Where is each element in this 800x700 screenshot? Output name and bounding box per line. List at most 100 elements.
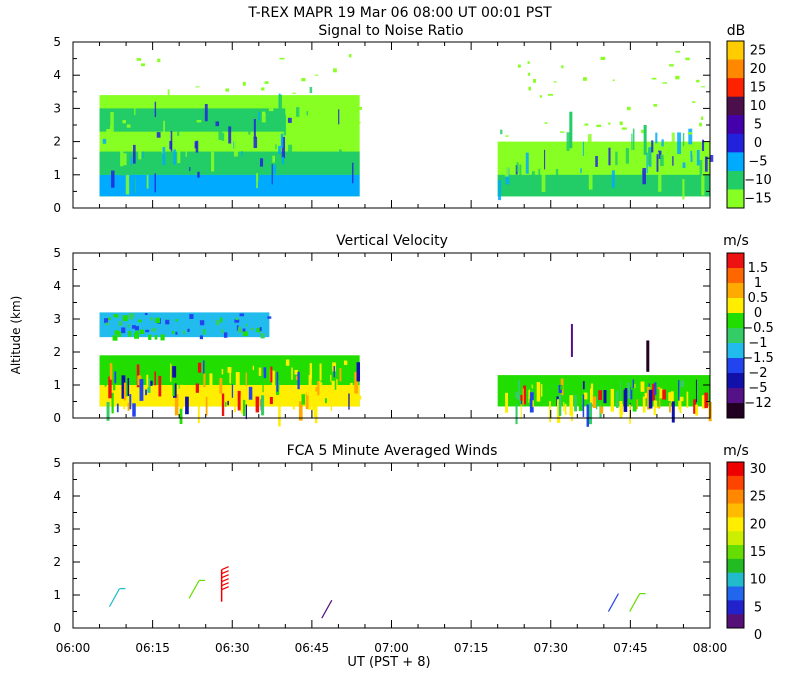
snr-texture-cell <box>671 132 675 142</box>
velocity-cell <box>108 376 112 399</box>
colorbar-frame <box>726 461 745 629</box>
colorbar-swatch <box>727 388 744 404</box>
velocity-cell <box>630 386 633 400</box>
velocity-upper-cell <box>235 317 239 321</box>
velocity-cell <box>179 402 183 425</box>
velocity-cell <box>248 386 253 400</box>
snr-texture-cell <box>241 150 243 157</box>
winds-colorbar: 30 25 20 15 10 5 0 <box>726 461 766 643</box>
velocity-upper-cell <box>128 330 132 337</box>
velocity-upper-cell <box>150 317 153 321</box>
snr-speckle <box>584 123 589 126</box>
snr-texture-cell <box>646 152 648 174</box>
wind-barb-staff <box>629 593 641 612</box>
velocity-cell <box>671 401 675 423</box>
wind-barb-flag <box>221 586 229 591</box>
snr-texture-cell <box>631 133 633 151</box>
snr-speckle <box>619 121 623 126</box>
colorbar-tick-label: 0.5 <box>748 291 769 306</box>
snr-speckle <box>261 87 265 91</box>
x-tick-label: 08:00 <box>693 641 728 655</box>
velocity-cell <box>231 384 234 398</box>
snr-speckle <box>692 101 696 103</box>
x-tick-label: 07:15 <box>454 641 489 655</box>
velocity-cell <box>158 375 162 397</box>
velocity-cell <box>632 388 637 412</box>
velocity-upper-cell <box>239 313 245 317</box>
snr-texture-cell <box>625 148 629 164</box>
velocity-cell <box>669 402 671 413</box>
velocity-cell <box>278 404 281 427</box>
velocity-cell <box>569 395 574 416</box>
snr-texture-cell <box>309 86 313 94</box>
snr-colorbar: 25 20 15 10 5 0 −5 −10 −15 <box>726 40 772 209</box>
colorbar-swatch <box>727 283 744 299</box>
velocity-cell <box>123 401 126 410</box>
velocity-cell <box>127 402 130 411</box>
wind-barb-staff <box>188 580 200 599</box>
velocity-upper-cell <box>199 335 203 340</box>
velocity-cell <box>269 396 273 404</box>
snr-texture-cell <box>133 144 136 164</box>
snr-speckle <box>696 79 700 83</box>
velocity-cell <box>258 367 262 376</box>
snr-texture-cell <box>651 140 654 153</box>
colorbar-swatch <box>727 358 744 374</box>
snr-texture-cell <box>259 158 264 167</box>
snr-texture-cell <box>588 169 593 190</box>
velocity-cell <box>172 383 177 398</box>
snr-texture-cell <box>248 129 251 135</box>
snr-texture-cell <box>174 140 178 148</box>
colorbar-swatch <box>727 600 744 615</box>
snr-texture-cell <box>162 147 166 166</box>
snr-texture-cell <box>338 109 340 125</box>
velocity-cell <box>301 394 306 405</box>
snr-texture-cell <box>275 144 277 150</box>
velocity-cell <box>588 402 593 425</box>
velocity-cell <box>356 362 361 382</box>
snr-texture-cell <box>690 155 693 162</box>
colorbar-swatch <box>727 96 744 116</box>
velocity-upper-cell <box>138 319 142 323</box>
velocity-cell <box>174 394 179 416</box>
snr-speckle <box>621 127 627 130</box>
snr-texture-cell <box>283 114 287 136</box>
snr-plot-area: 0 1 2 3 4 5 <box>53 35 714 215</box>
velocity-cell <box>292 402 295 410</box>
colorbar-tick-label: −5 <box>748 155 767 170</box>
colorbar-swatch <box>727 503 744 518</box>
snr-texture-cell <box>177 127 180 136</box>
velocity-cell <box>580 383 583 405</box>
velocity-cell <box>319 363 322 381</box>
snr-speckle <box>544 122 548 124</box>
snr-texture-cell <box>306 111 309 116</box>
velocity-cell <box>619 379 621 401</box>
snr-speckle <box>196 120 202 123</box>
snr-speckle <box>612 79 615 81</box>
snr-texture-cell <box>262 181 267 188</box>
winds-plot-area: 0 1 2 3 4 5 <box>53 456 711 635</box>
snr-texture-cell <box>154 101 157 118</box>
snr-speckle <box>294 130 298 133</box>
colorbar-swatch <box>727 115 744 135</box>
velocity-cell <box>679 403 682 413</box>
velocity-colorbar: 1.510.50−0.5−1−1.5−2−5−12 <box>726 252 774 419</box>
velocity-cell <box>589 388 593 405</box>
colorbar-swatch <box>727 517 744 532</box>
y-tick-label: 4 <box>53 489 61 503</box>
snr-texture-cell <box>185 138 187 157</box>
velocity-cell <box>358 395 362 400</box>
snr-speckle <box>355 121 361 124</box>
snr-texture-cell <box>682 162 686 169</box>
velocity-cell <box>305 392 309 410</box>
snr-texture-cell <box>682 133 685 146</box>
velocity-cell <box>172 366 177 378</box>
velocity-cell <box>104 378 107 387</box>
wind-barb <box>188 579 206 599</box>
snr-texture-cell <box>156 132 161 138</box>
velocity-cell <box>600 394 604 407</box>
snr-texture-cell <box>130 156 133 165</box>
colorbar-tick-label: −15 <box>744 192 771 207</box>
snr-texture-cell <box>660 154 664 167</box>
snr-texture-cell <box>210 151 215 172</box>
